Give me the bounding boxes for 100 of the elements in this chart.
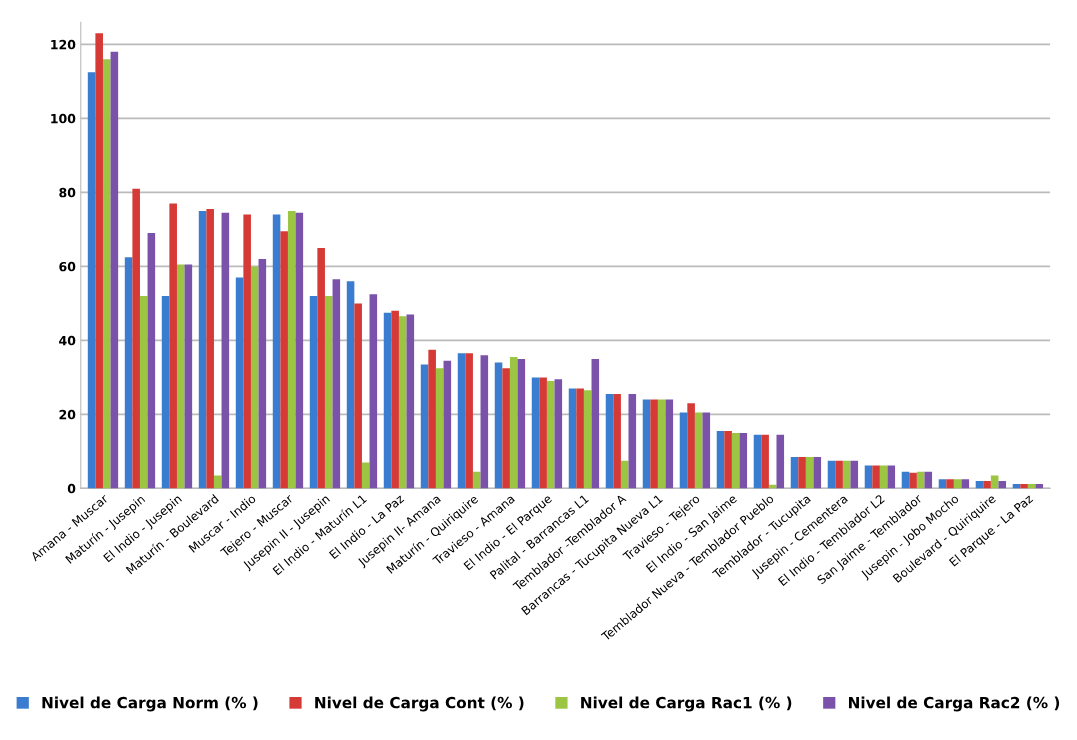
bar [457, 353, 466, 489]
bar [87, 72, 96, 489]
bar [213, 475, 222, 489]
bar [813, 456, 822, 489]
bar [909, 472, 917, 489]
bar [443, 360, 452, 489]
bar [184, 264, 193, 489]
legend-label: Nivel de Carga Norm (% ) [42, 696, 258, 712]
bar [139, 296, 148, 489]
bar [776, 434, 785, 489]
bar [628, 394, 637, 489]
bar [235, 277, 244, 489]
bar [739, 432, 748, 489]
bar [642, 399, 651, 489]
y-tick-label: 20 [59, 409, 76, 420]
y-tick-label: 120 [51, 39, 76, 50]
bar [657, 399, 666, 489]
bar [687, 403, 695, 489]
bar [102, 59, 111, 489]
bar [679, 412, 688, 489]
bar [716, 431, 725, 489]
bar [1035, 483, 1044, 489]
bar [132, 188, 140, 489]
bar [406, 314, 415, 489]
bar [753, 434, 762, 489]
bar [798, 456, 806, 489]
bar [938, 479, 947, 489]
bar [953, 479, 962, 489]
bar [694, 412, 703, 489]
bar [509, 357, 518, 489]
bar [842, 460, 851, 489]
y-tick-label: 40 [59, 335, 76, 346]
bar [420, 364, 429, 489]
bar [650, 399, 658, 489]
bar [287, 210, 296, 489]
bar [620, 460, 629, 489]
bar [332, 279, 341, 489]
bar [887, 465, 896, 489]
bar [243, 214, 251, 489]
bar [176, 264, 185, 489]
bar [110, 51, 119, 489]
bar [924, 471, 933, 489]
bar [872, 465, 880, 489]
bar [568, 388, 577, 489]
bar [383, 312, 392, 489]
y-tick-label: 60 [59, 261, 76, 272]
bar [361, 462, 370, 489]
bar [998, 481, 1007, 489]
bar [169, 203, 177, 489]
bar [990, 475, 999, 489]
bar [864, 465, 873, 489]
bar [517, 358, 526, 489]
bar [850, 460, 859, 489]
bar [435, 368, 444, 489]
bar [317, 247, 325, 489]
bar [539, 377, 547, 489]
bar [731, 432, 740, 489]
bar [206, 209, 214, 489]
bar [1020, 483, 1028, 489]
bar [465, 353, 473, 489]
legend-label: Nivel de Carga Rac2 (% ) [848, 696, 1060, 712]
bar [147, 233, 156, 489]
bar [354, 303, 362, 489]
bar [472, 471, 481, 489]
bar [835, 460, 843, 489]
bar [805, 456, 814, 489]
bar [295, 212, 304, 489]
bar [198, 210, 207, 489]
bar [480, 355, 489, 489]
bar [369, 294, 378, 489]
bar [576, 388, 584, 489]
bar [946, 479, 954, 489]
bar [961, 479, 970, 489]
bar [665, 399, 674, 489]
bar [280, 231, 288, 489]
bar [554, 379, 563, 489]
bar [879, 465, 888, 489]
bar [605, 394, 614, 489]
bar [583, 390, 592, 489]
bar [391, 310, 399, 489]
bar [221, 212, 230, 489]
y-tick-label: 0 [67, 483, 76, 494]
bar [502, 368, 510, 489]
legend-label: Nivel de Carga Rac1 (% ) [581, 696, 792, 712]
bar [761, 434, 769, 489]
bar [250, 266, 259, 489]
y-tick-label: 100 [51, 113, 76, 124]
bar [827, 460, 836, 489]
bar [124, 257, 133, 489]
bar [591, 358, 600, 489]
bar [428, 349, 436, 489]
bar [95, 33, 103, 489]
y-tick-label: 80 [59, 187, 76, 198]
bar [398, 316, 407, 489]
bar [724, 431, 732, 489]
bar [702, 412, 711, 489]
bar [346, 281, 355, 489]
bar [790, 456, 799, 489]
bar [613, 394, 621, 489]
bar [272, 214, 281, 489]
